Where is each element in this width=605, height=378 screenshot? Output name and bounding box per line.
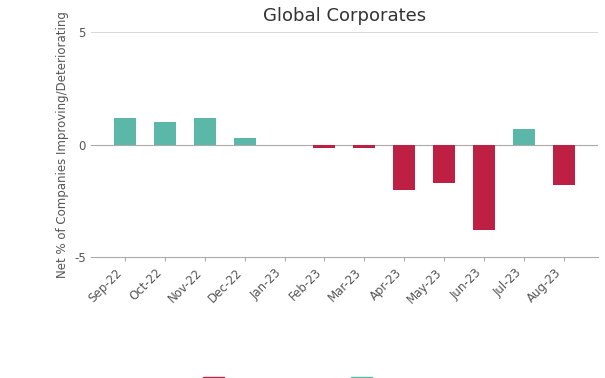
Y-axis label: Net % of Companies Improving/Deteriorating: Net % of Companies Improving/Deteriorati… bbox=[56, 11, 68, 278]
Bar bbox=[234, 138, 255, 144]
Bar bbox=[313, 144, 335, 148]
Bar bbox=[553, 144, 575, 185]
Bar bbox=[194, 118, 215, 144]
Title: Global Corporates: Global Corporates bbox=[263, 7, 426, 25]
Bar bbox=[114, 118, 136, 144]
Bar bbox=[353, 144, 375, 148]
Legend: Net Deterioration, Net Improvement: Net Deterioration, Net Improvement bbox=[203, 377, 486, 378]
Bar bbox=[473, 144, 495, 230]
Bar bbox=[154, 122, 175, 144]
Bar bbox=[513, 129, 535, 144]
Bar bbox=[433, 144, 455, 183]
Bar bbox=[393, 144, 415, 189]
